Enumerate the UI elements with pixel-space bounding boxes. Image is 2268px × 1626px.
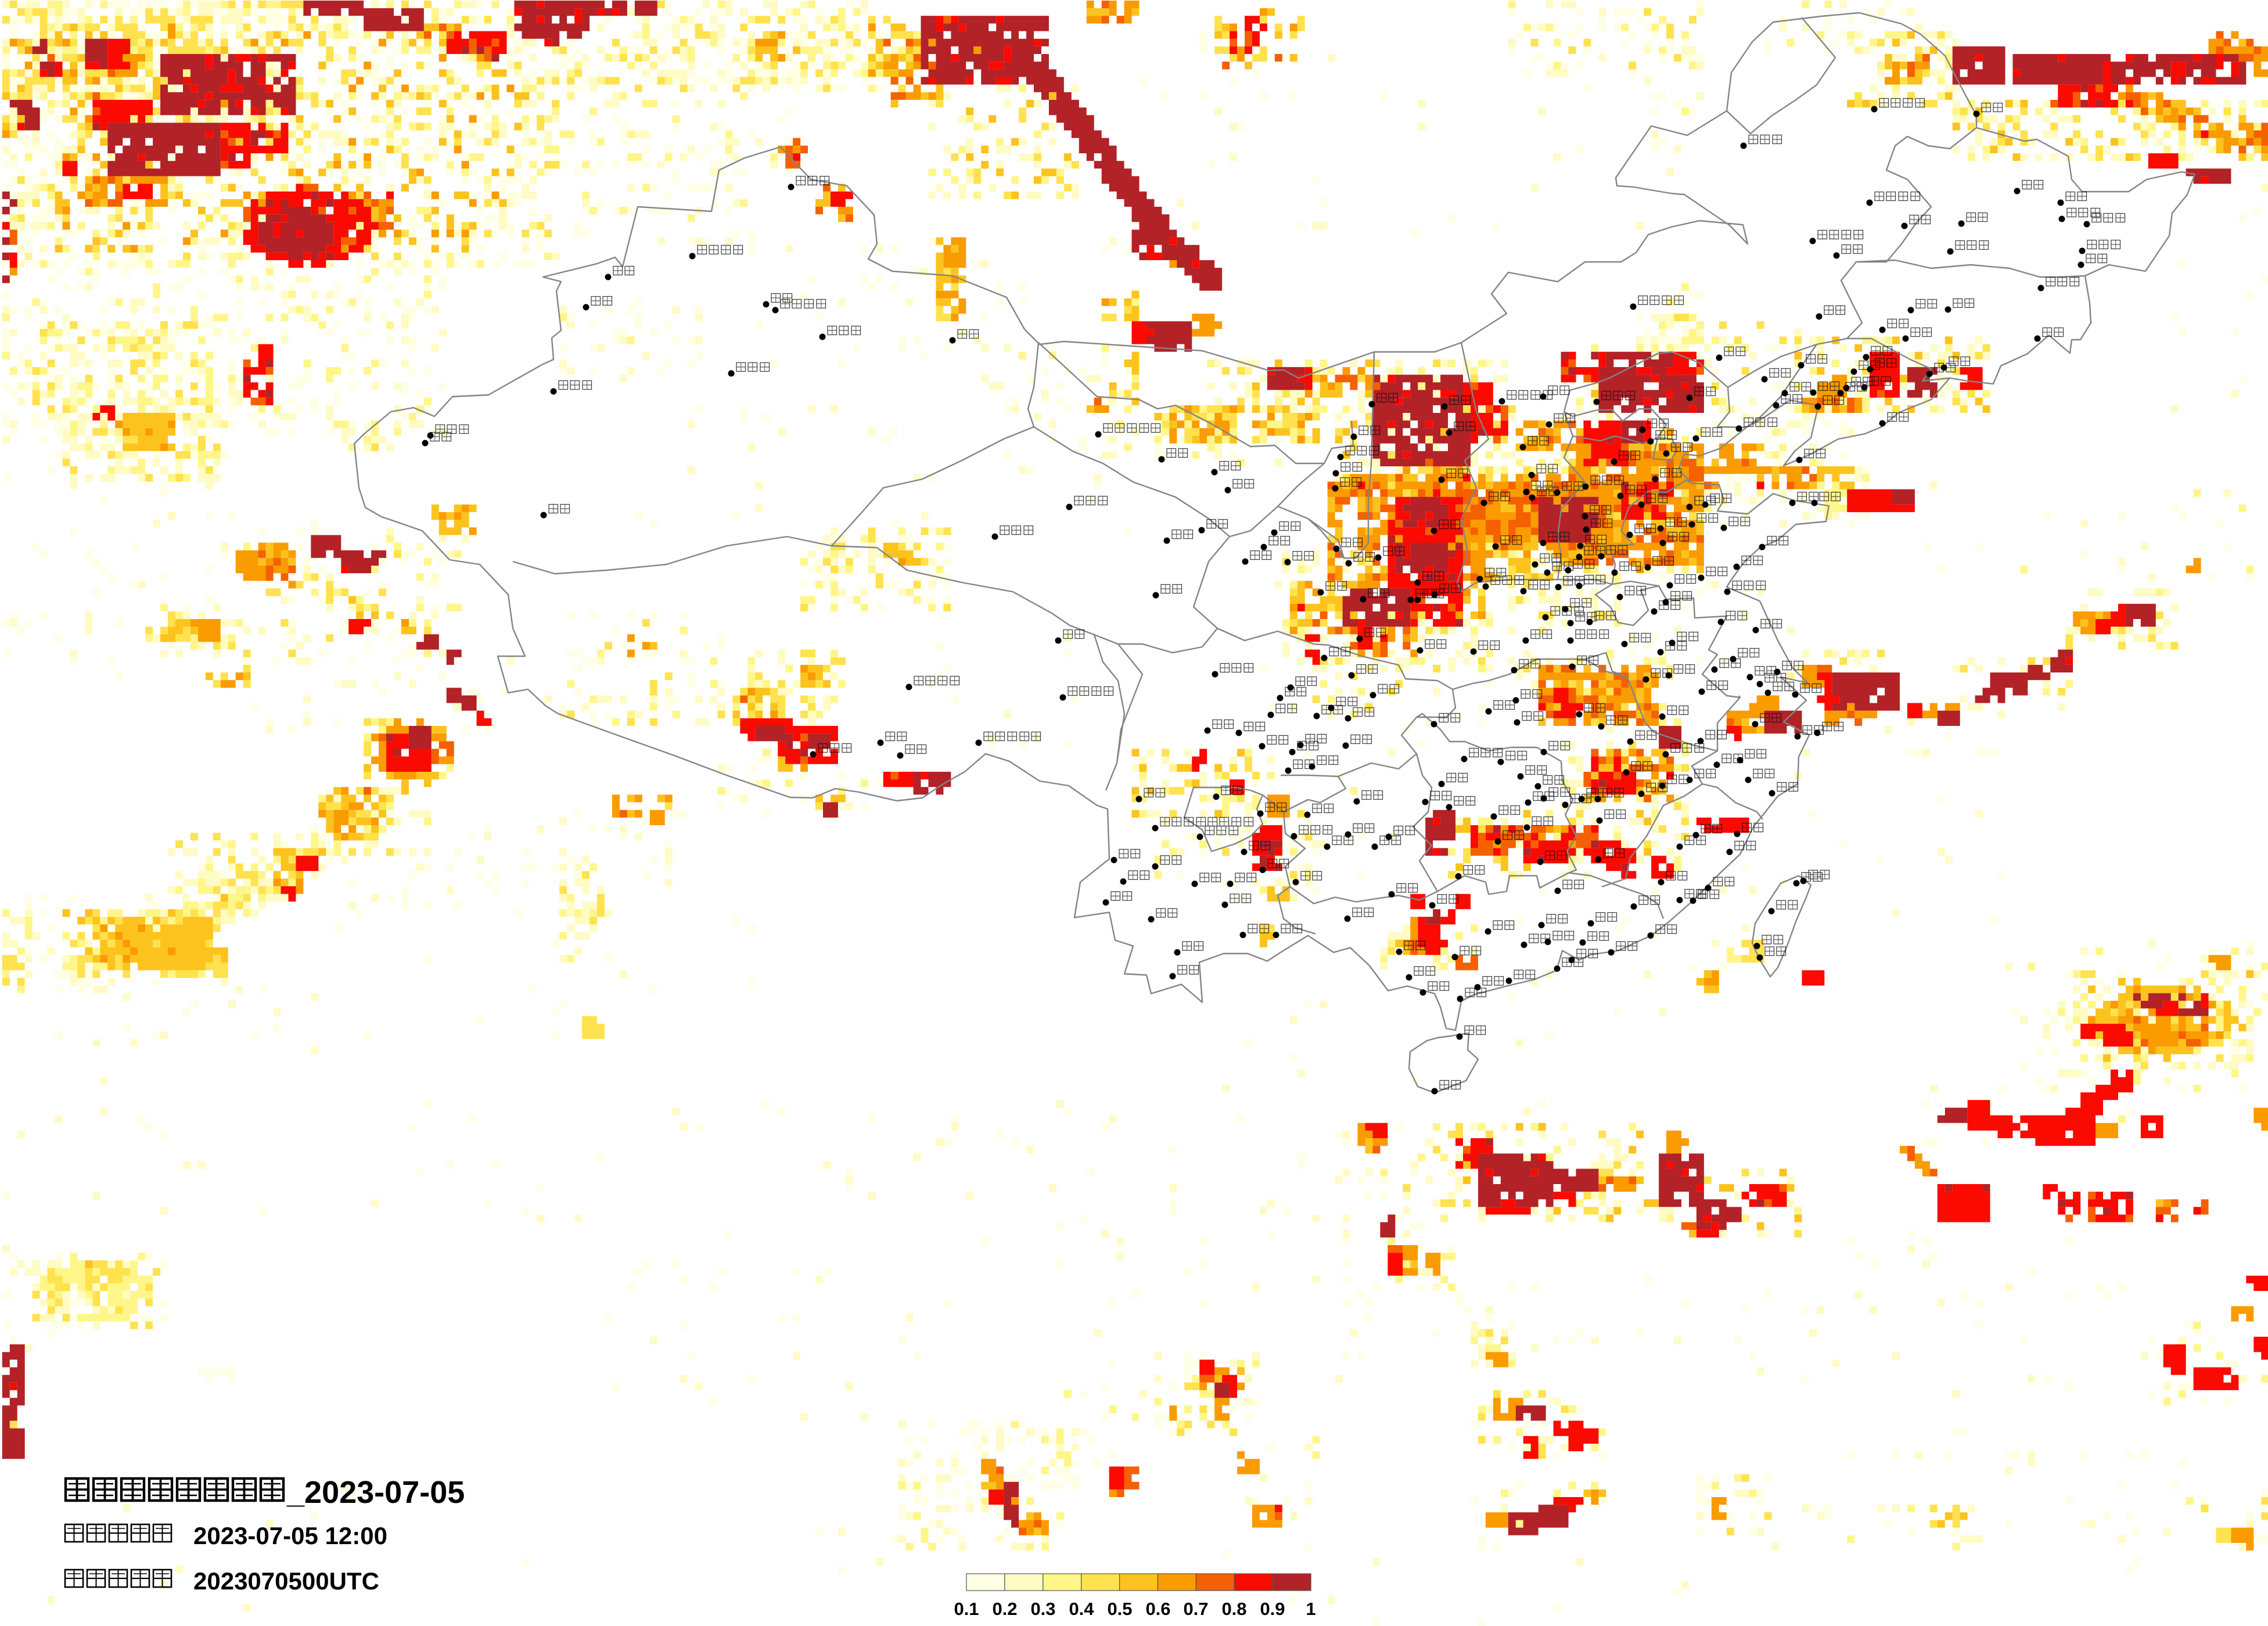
svg-text:0.6: 0.6: [1145, 1599, 1170, 1619]
svg-text:0.3: 0.3: [1030, 1599, 1055, 1619]
svg-text:1: 1: [1306, 1599, 1315, 1619]
svg-text:0.7: 0.7: [1183, 1599, 1208, 1619]
svg-text:0.4: 0.4: [1069, 1599, 1094, 1619]
svg-text:2023-07-05 12:00: 2023-07-05 12:00: [193, 1522, 387, 1549]
svg-text:0.5: 0.5: [1107, 1599, 1132, 1619]
svg-text:2023070500UTC: 2023070500UTC: [193, 1567, 379, 1595]
svg-text:0.2: 0.2: [992, 1599, 1017, 1619]
svg-text:0.8: 0.8: [1221, 1599, 1246, 1619]
svg-text:0.1: 0.1: [954, 1599, 979, 1619]
svg-text:_2023-07-05: _2023-07-05: [286, 1475, 465, 1510]
svg-text:0.9: 0.9: [1260, 1599, 1285, 1619]
